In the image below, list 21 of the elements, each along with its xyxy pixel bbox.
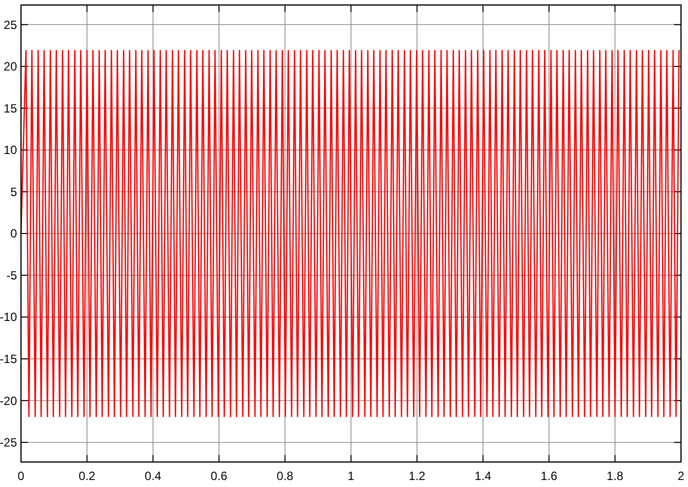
x-tick-label: 1.8 (606, 469, 624, 483)
y-tick-label: -5 (6, 268, 18, 282)
x-tick-label: 1.2 (408, 469, 426, 483)
y-tick-label: -10 (0, 310, 18, 324)
y-tick-label: -25 (0, 436, 18, 450)
x-tick-label: 1.6 (540, 469, 558, 483)
y-tick-label: 15 (4, 101, 18, 116)
x-tick-label: 1.4 (474, 469, 492, 483)
y-tick-label: 0 (10, 226, 18, 241)
x-tick-label: 0.2 (78, 469, 96, 483)
x-tick-label: 1 (348, 469, 355, 483)
x-tick-label: 0.8 (276, 469, 294, 483)
y-tick-label: 20 (4, 60, 18, 74)
x-tick-label: 0.4 (144, 469, 162, 483)
y-tick-label: 25 (4, 18, 18, 32)
y-tick-label: 10 (4, 143, 18, 158)
x-tick-label: 0.6 (210, 469, 228, 483)
y-tick-label: -20 (0, 394, 18, 408)
y-tick-label: 5 (10, 184, 18, 199)
y-tick-label: -15 (0, 352, 18, 366)
x-tick-label: 2 (678, 469, 685, 483)
